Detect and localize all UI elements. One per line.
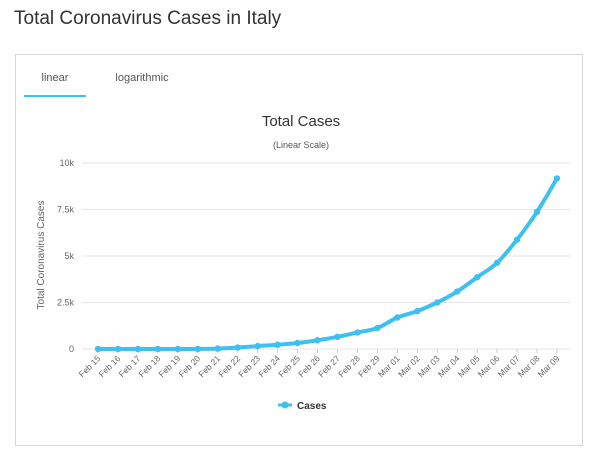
data-point[interactable] [294,339,301,347]
data-point[interactable] [553,175,561,182]
y-tick-label: 10k [59,158,74,168]
data-point[interactable] [154,345,162,353]
data-point[interactable] [174,345,182,353]
y-tick-label: 0 [69,344,74,354]
y-tick-label: 2.5k [57,298,75,308]
data-point[interactable] [254,342,261,350]
data-point[interactable] [334,333,341,341]
page-title: Total Coronavirus Cases in Italy [14,8,282,29]
data-point[interactable] [314,337,321,344]
data-point[interactable] [394,314,401,321]
chart-card: linear logarithmic Total Cases (Linear S… [15,54,583,446]
x-tick-label: Mar 09 [536,353,562,379]
data-point[interactable] [434,299,441,306]
y-tick-label: 5k [64,251,74,261]
data-point[interactable] [513,236,521,243]
series-line-cases [96,176,559,351]
legend-marker [281,401,289,409]
legend[interactable]: Cases [278,401,327,412]
data-point[interactable] [114,345,122,353]
data-point[interactable] [414,307,421,315]
data-point[interactable] [194,345,201,353]
y-axis-label: Total Coronavirus Cases [36,201,47,310]
data-point[interactable] [354,329,361,336]
data-point[interactable] [214,345,221,352]
data-point[interactable] [274,341,281,348]
chart-title: Total Cases [262,113,340,130]
data-point[interactable] [374,324,381,332]
data-point[interactable] [493,259,501,266]
y-tick-label: 7.5k [57,205,75,215]
tab-linear[interactable]: linear [24,67,86,97]
data-point[interactable] [134,345,142,353]
data-point[interactable] [94,345,102,353]
chart-svg: Total Cases (Linear Scale) Total Coronav… [36,113,570,412]
chart-subtitle: (Linear Scale) [273,140,329,150]
data-point[interactable] [473,274,481,281]
tab-logarithmic[interactable]: logarithmic [115,72,169,84]
data-point[interactable] [234,344,241,351]
legend-label: Cases [297,401,327,412]
data-point[interactable] [454,288,461,295]
data-point[interactable] [533,208,541,216]
